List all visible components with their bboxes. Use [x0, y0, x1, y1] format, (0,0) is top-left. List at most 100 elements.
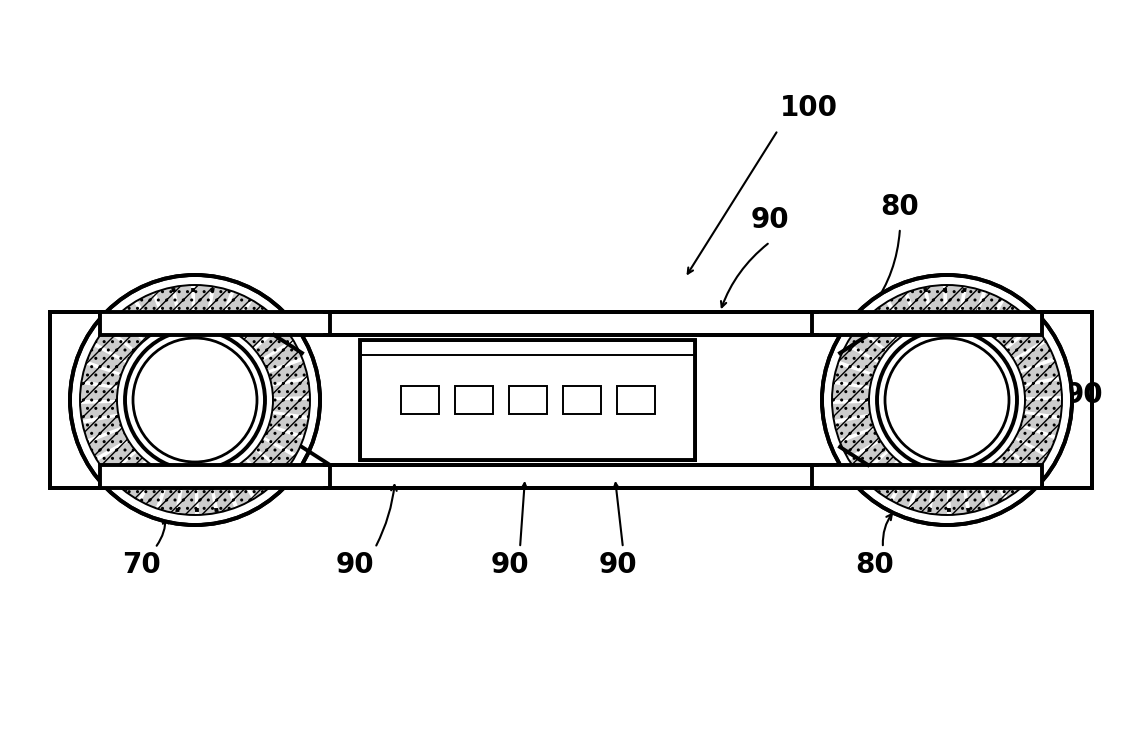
Wedge shape [257, 439, 295, 471]
Wedge shape [209, 287, 231, 326]
Wedge shape [997, 312, 1032, 348]
Bar [50, 312, 100, 488]
Wedge shape [96, 330, 134, 361]
Bar [401, 386, 439, 414]
Wedge shape [255, 326, 292, 359]
Bar [1044, 335, 1089, 465]
Bar [455, 386, 492, 414]
Text: 80: 80 [855, 551, 894, 579]
Wedge shape [160, 474, 182, 513]
Wedge shape [175, 285, 192, 323]
Wedge shape [155, 288, 179, 327]
Circle shape [124, 330, 265, 470]
Bar [920, 488, 975, 510]
Wedge shape [268, 361, 307, 383]
Wedge shape [211, 473, 234, 512]
Wedge shape [110, 452, 145, 488]
Bar [922, 467, 1002, 486]
Wedge shape [950, 477, 967, 515]
Bar [812, 465, 1042, 488]
Text: 90: 90 [1065, 381, 1103, 409]
Circle shape [877, 330, 1018, 470]
Bar [812, 312, 1042, 335]
Wedge shape [270, 413, 308, 435]
Wedge shape [1007, 326, 1045, 359]
Wedge shape [222, 292, 249, 331]
Bar [53, 335, 98, 465]
Wedge shape [908, 288, 931, 327]
Wedge shape [246, 312, 281, 348]
Circle shape [70, 275, 320, 525]
Bar [563, 386, 601, 414]
Wedge shape [890, 294, 918, 333]
Wedge shape [82, 365, 121, 386]
Wedge shape [841, 429, 879, 458]
Wedge shape [87, 346, 126, 373]
Wedge shape [80, 384, 118, 400]
Wedge shape [198, 477, 215, 515]
Bar [100, 312, 1042, 335]
Wedge shape [1020, 361, 1060, 383]
Wedge shape [859, 315, 895, 350]
Bar [508, 386, 547, 414]
Wedge shape [833, 403, 870, 420]
Wedge shape [236, 460, 268, 497]
Text: 80: 80 [880, 193, 919, 221]
Bar [130, 314, 210, 333]
Bar [360, 340, 695, 460]
Wedge shape [999, 450, 1035, 485]
Wedge shape [861, 452, 896, 488]
Wedge shape [874, 303, 906, 340]
Wedge shape [927, 285, 944, 323]
Wedge shape [97, 441, 135, 474]
Circle shape [885, 338, 1010, 462]
Text: 90: 90 [598, 551, 637, 579]
Wedge shape [847, 330, 885, 361]
Bar [1042, 312, 1092, 488]
Bar [168, 488, 223, 510]
Wedge shape [121, 303, 154, 340]
Wedge shape [911, 474, 933, 513]
Wedge shape [1024, 400, 1062, 416]
Wedge shape [88, 429, 128, 458]
Wedge shape [850, 441, 887, 474]
Text: 90: 90 [750, 206, 789, 234]
Wedge shape [263, 342, 301, 371]
Bar [617, 386, 654, 414]
Wedge shape [264, 427, 303, 454]
Bar [130, 467, 210, 486]
Wedge shape [247, 450, 283, 485]
Text: 90: 90 [336, 551, 375, 579]
Text: 100: 100 [780, 94, 838, 122]
Wedge shape [839, 346, 878, 373]
Wedge shape [963, 473, 987, 512]
Wedge shape [976, 467, 1005, 506]
Wedge shape [876, 461, 908, 500]
Wedge shape [833, 384, 870, 400]
Wedge shape [893, 469, 920, 508]
Wedge shape [1024, 380, 1062, 397]
Text: 90: 90 [491, 551, 529, 579]
Wedge shape [835, 416, 874, 440]
Bar [50, 312, 100, 488]
Wedge shape [234, 300, 266, 339]
Bar [922, 314, 1002, 333]
Bar [100, 465, 1042, 488]
Wedge shape [140, 469, 168, 508]
Wedge shape [195, 285, 211, 323]
Wedge shape [179, 477, 195, 515]
Wedge shape [1016, 427, 1055, 454]
Wedge shape [931, 477, 947, 515]
Wedge shape [986, 300, 1018, 339]
Wedge shape [107, 315, 143, 350]
Wedge shape [224, 467, 252, 506]
Wedge shape [834, 365, 872, 386]
Wedge shape [1021, 413, 1060, 435]
Wedge shape [1014, 342, 1054, 371]
Wedge shape [272, 380, 309, 397]
Wedge shape [960, 287, 982, 326]
Wedge shape [80, 403, 118, 420]
Bar [360, 340, 695, 460]
Circle shape [822, 275, 1072, 525]
Bar [1042, 312, 1092, 488]
